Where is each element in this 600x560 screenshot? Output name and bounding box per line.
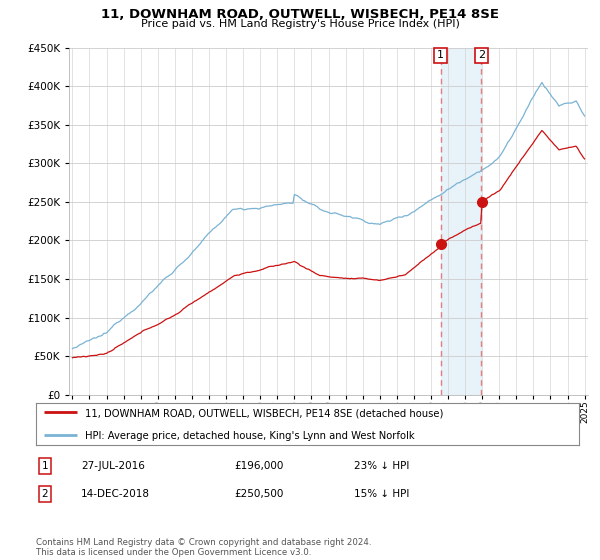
Text: 27-JUL-2016: 27-JUL-2016 [81,461,145,471]
Text: 11, DOWNHAM ROAD, OUTWELL, WISBECH, PE14 8SE (detached house): 11, DOWNHAM ROAD, OUTWELL, WISBECH, PE14… [85,408,443,418]
Text: £196,000: £196,000 [234,461,283,471]
Text: 15% ↓ HPI: 15% ↓ HPI [354,489,409,499]
Text: Contains HM Land Registry data © Crown copyright and database right 2024.
This d: Contains HM Land Registry data © Crown c… [36,538,371,557]
Text: 23% ↓ HPI: 23% ↓ HPI [354,461,409,471]
Bar [440,48,481,395]
Text: 1: 1 [437,50,444,60]
Text: Price paid vs. HM Land Registry's House Price Index (HPI): Price paid vs. HM Land Registry's House … [140,19,460,29]
Text: 11, DOWNHAM ROAD, OUTWELL, WISBECH, PE14 8SE: 11, DOWNHAM ROAD, OUTWELL, WISBECH, PE14… [101,8,499,21]
Text: £250,500: £250,500 [234,489,283,499]
Text: 2: 2 [41,489,49,499]
Text: 2: 2 [478,50,485,60]
Text: 1: 1 [41,461,49,471]
Text: 14-DEC-2018: 14-DEC-2018 [81,489,150,499]
Text: HPI: Average price, detached house, King's Lynn and West Norfolk: HPI: Average price, detached house, King… [85,431,415,441]
